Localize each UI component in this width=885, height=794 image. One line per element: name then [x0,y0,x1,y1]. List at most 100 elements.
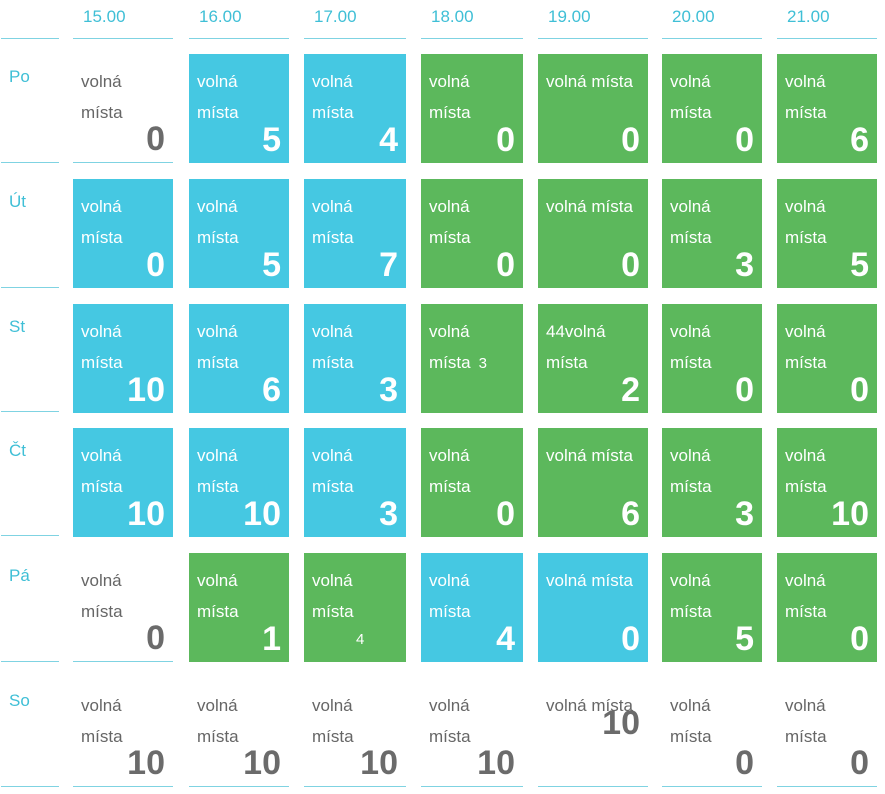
slot-cell[interactable]: volná místa 0 [73,179,173,288]
slot-available-count: 3 [735,246,754,284]
slot-cell[interactable]: volná místa 0 [662,54,762,163]
slot-label: volná místa [670,446,712,496]
slot-cell[interactable]: volná místa 6 [777,54,877,163]
slot-label: volná místa [670,72,712,122]
slot-cell[interactable]: volná místa 0 [777,304,877,413]
slot-cell[interactable]: volná místa 0 [421,54,523,163]
time-header-16-00: 16.00 [199,7,242,26]
slot-cell[interactable]: volná místa 0 [777,553,877,662]
slot-cell[interactable]: volná místa 5 [662,553,762,662]
slot-available-count: 4 [379,121,398,159]
slot-cell[interactable]: volná místa 0 [662,304,762,413]
slot-cell[interactable]: volná místa 6 [538,428,648,537]
slot-cell: volná místa 10 [421,678,523,787]
slot-cell[interactable]: volná místa 0 [538,54,648,163]
time-header-divider [777,38,877,39]
slot-available-count: 0 [621,620,640,658]
slot-available-count: 10 [243,495,281,533]
slot-label: volná místa [429,72,471,122]
slot-cell[interactable]: volná místa 10 [73,304,173,413]
slot-cell: volná místa 0 [73,54,173,163]
slot-cell[interactable]: volná místa 1 [189,553,289,662]
slot-label: volná místa [785,197,827,247]
slot-cell[interactable]: volná místa 5 [777,179,877,288]
slot-cell[interactable]: volná místa 0 [421,179,523,288]
slot-cell: volná místa 10 [189,678,289,787]
slot-cell[interactable]: volná místa 4 [421,553,523,662]
slot-cell[interactable]: volná místa 3 [421,304,523,413]
slot-cell: volná místa 10 [538,678,648,787]
slot-label: volná místa [785,322,827,372]
slot-label: volná místa [312,322,354,372]
slot-available-count: 10 [831,495,869,533]
slot-label: volná místa [81,571,123,621]
slot-label: volná místa [312,571,354,621]
slot-available-count: 0 [496,495,515,533]
slot-label: volná místa [546,72,633,91]
slot-cell[interactable]: volná místa 0 [538,553,648,662]
slot-available-count: 0 [496,246,515,284]
slot-label: volná místa [197,696,239,746]
slot-label: volná místa [197,197,239,247]
slot-available-count: 5 [262,246,281,284]
slot-cell[interactable]: volná místa 7 [304,179,406,288]
time-header-18-00: 18.00 [431,7,474,26]
slot-available-count: 0 [735,371,754,409]
slot-label: volná místa [81,696,123,746]
slot-cell: volná místa 0 [73,553,173,662]
slot-label: volná místa [785,571,827,621]
slot-cell: volná místa 0 [662,678,762,787]
slot-available-count: 3 [379,495,398,533]
slot-label: volná místa [670,571,712,621]
slot-available-count: 2 [621,371,640,409]
slot-cell: volná místa 10 [304,678,406,787]
slot-cell[interactable]: volná místa 4 [304,553,406,662]
slot-cell[interactable]: volná místa 5 [189,54,289,163]
slot-label: volná místa [312,72,354,122]
day-divider [1,535,59,536]
day-label-0: Po [9,67,30,86]
slot-cell[interactable]: volná místa 4 [304,54,406,163]
slot-label: volná místa [197,446,239,496]
slot-available-count: 7 [379,246,398,284]
slot-cell[interactable]: volná místa 10 [777,428,877,537]
day-divider [1,786,59,787]
slot-cell[interactable]: volná místa 3 [304,304,406,413]
slot-label: volná místa [197,72,239,122]
time-header-divider [73,38,173,39]
slot-cell[interactable]: volná místa 3 [662,428,762,537]
slot-label: volná místa [785,72,827,122]
slot-label: volná místa [81,446,123,496]
slot-available-count: 0 [621,246,640,284]
slot-label: volná místa [429,446,471,496]
slot-label: volná místa [312,696,354,746]
slot-extra-count: 3 [478,355,487,372]
slot-label: volná místa [670,197,712,247]
time-header-21-00: 21.00 [787,7,830,26]
slot-cell[interactable]: volná místa 3 [304,428,406,537]
time-header-divider [538,38,648,39]
slot-cell: volná místa 10 [73,678,173,787]
slot-cell[interactable]: 44volná místa 2 [538,304,648,413]
day-divider [1,411,59,412]
slot-cell[interactable]: volná místa 3 [662,179,762,288]
time-header-divider [421,38,523,39]
slot-cell[interactable]: volná místa 10 [189,428,289,537]
slot-available-count: 0 [621,121,640,159]
slot-available-count: 0 [496,121,515,159]
slot-cell[interactable]: volná místa 5 [189,179,289,288]
slot-label: volná místa [785,696,827,746]
slot-cell[interactable]: volná místa 10 [73,428,173,537]
day-divider [1,661,59,662]
day-divider [1,287,59,288]
slot-available-count: 10 [477,744,515,782]
slot-label: volná místa [312,446,354,496]
slot-label: volná místa [81,197,123,247]
slot-cell[interactable]: volná místa 0 [421,428,523,537]
slot-label: volná místa [546,197,633,216]
slot-available-count: 0 [850,744,869,782]
slot-label: volná místa [81,72,123,122]
slot-available-count: 3 [379,371,398,409]
slot-cell[interactable]: volná místa 0 [538,179,648,288]
slot-cell[interactable]: volná místa 6 [189,304,289,413]
